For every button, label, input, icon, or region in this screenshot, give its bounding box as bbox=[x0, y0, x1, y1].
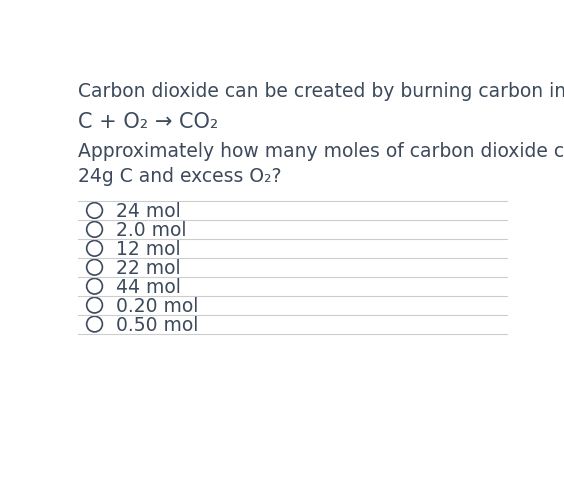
Text: 2.0 mol: 2.0 mol bbox=[116, 220, 187, 240]
Text: 12 mol: 12 mol bbox=[116, 239, 181, 258]
Text: 24 mol: 24 mol bbox=[116, 201, 181, 221]
Text: 0.50 mol: 0.50 mol bbox=[116, 315, 199, 334]
Text: Carbon dioxide can be created by burning carbon in oxygen:: Carbon dioxide can be created by burning… bbox=[78, 82, 564, 101]
Text: 22 mol: 22 mol bbox=[116, 258, 181, 277]
Text: 24g C and excess O₂?: 24g C and excess O₂? bbox=[78, 166, 282, 185]
Text: 0.20 mol: 0.20 mol bbox=[116, 296, 199, 315]
Text: C + O₂ → CO₂: C + O₂ → CO₂ bbox=[78, 112, 219, 132]
Text: Approximately how many moles of carbon dioxide can be created from: Approximately how many moles of carbon d… bbox=[78, 142, 564, 161]
Text: 44 mol: 44 mol bbox=[116, 277, 181, 296]
